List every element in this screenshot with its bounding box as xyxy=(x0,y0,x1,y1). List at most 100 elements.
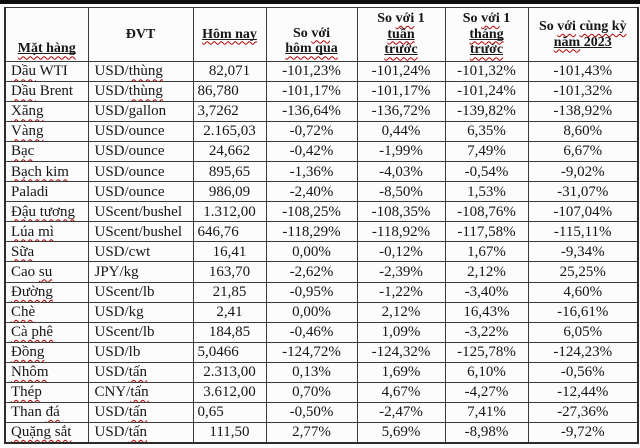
col-header-mat-hang: Mặt hàng xyxy=(4,7,89,62)
unit-cell: UScent/lb xyxy=(87,321,194,343)
today-price-cell: 1.312,00 xyxy=(192,201,267,223)
vs-week-cell: -1,99% xyxy=(356,141,446,163)
vs-month-cell: -139,82% xyxy=(444,101,529,123)
vs-yesterday-cell: -101,17% xyxy=(265,81,358,103)
vs-2023-cell: -9,72% xyxy=(527,421,639,444)
unit-cell: USD/cwt xyxy=(87,241,194,263)
vs-month-cell: -117,58% xyxy=(444,221,529,243)
vs-2023-cell: 6,05% xyxy=(527,321,639,343)
vs-yesterday-cell: -108,25% xyxy=(265,201,358,223)
col-header-so-voi-1-thang-truoc: So với 1 tháng trước xyxy=(444,7,529,62)
vs-yesterday-cell: -2,40% xyxy=(265,181,358,203)
unit-cell: USD/tấn xyxy=(87,361,194,383)
today-price-cell: 2.313,00 xyxy=(192,361,267,383)
vs-2023-cell: 4,60% xyxy=(527,281,639,303)
vs-month-cell: 16,43% xyxy=(444,301,529,323)
vs-2023-cell: -0,56% xyxy=(527,361,639,383)
unit-cell: UScent/bushel xyxy=(87,201,194,223)
vs-2023-cell: -9,34% xyxy=(527,241,639,263)
vs-month-cell: 2,12% xyxy=(444,261,529,283)
vs-2023-cell: -101,43% xyxy=(527,60,639,83)
vs-week-cell: 0,44% xyxy=(356,121,446,143)
vs-2023-cell: -107,04% xyxy=(527,201,639,223)
commodity-name-cell: Cà phê xyxy=(4,321,89,343)
commodity-name-cell: Nhôm xyxy=(4,361,89,383)
vs-month-cell: 6,35% xyxy=(444,121,529,143)
table-row: Chè USD/kg 2,41 0,00% 2,12% 16,43% -16,61% xyxy=(4,301,639,323)
vs-month-cell: 7,49% xyxy=(444,141,529,163)
vs-2023-cell: -101,32% xyxy=(527,81,639,103)
vs-2023-cell: -9,02% xyxy=(527,161,639,183)
unit-cell: USD/ounce xyxy=(87,121,194,143)
today-price-cell: 16,41 xyxy=(192,241,267,263)
vs-yesterday-cell: 0,13% xyxy=(265,361,358,383)
commodity-name-cell: Xăng xyxy=(4,101,89,123)
table-row: Đường UScent/lb 21,85 -0,95% -1,22% -3,40% 4,6… xyxy=(4,281,639,303)
today-price-cell: 3.612,00 xyxy=(192,381,267,403)
vs-month-cell: -125,78% xyxy=(444,341,529,363)
vs-month-cell: -3,22% xyxy=(444,321,529,343)
today-price-cell: 24,662 xyxy=(192,141,267,163)
vs-yesterday-cell: -0,95% xyxy=(265,281,358,303)
unit-cell: USD/ounce xyxy=(87,141,194,163)
commodity-name-cell: Than đá xyxy=(4,401,89,423)
table-row: Quặng sắt USD/tấn 111,50 2,77% 5,69% -8,98% -9… xyxy=(4,421,639,444)
commodity-name-cell: Paladi xyxy=(4,181,89,203)
vs-2023-cell: -16,61% xyxy=(527,301,639,323)
vs-month-cell: 6,10% xyxy=(444,361,529,383)
vs-yesterday-cell: 0,00% xyxy=(265,301,358,323)
vs-yesterday-cell: -0,46% xyxy=(265,321,358,343)
table-body: Dầu WTI USD/thùng 82,071 -101,23% -101,24% -1… xyxy=(4,60,639,444)
today-price-cell: 82,071 xyxy=(192,60,267,83)
vs-month-cell: 7,41% xyxy=(444,401,529,423)
unit-cell: USD/lb xyxy=(87,341,194,363)
unit-cell: USD/tấn xyxy=(87,421,194,444)
vs-week-cell: 1,69% xyxy=(356,361,446,383)
vs-2023-cell: -115,11% xyxy=(527,221,639,243)
table-row: Đồng USD/lb 5,0466 -124,72% -124,32% -125,78%… xyxy=(4,341,639,363)
vs-month-cell: 1,67% xyxy=(444,241,529,263)
table-row: Đậu tương UScent/bushel 1.312,00 -108,25% -1… xyxy=(4,201,639,223)
commodity-name-cell: Sữa xyxy=(4,241,89,263)
table-row: Cà phê UScent/lb 184,85 -0,46% 1,09% -3,22% 6,… xyxy=(4,321,639,343)
vs-week-cell: -4,03% xyxy=(356,161,446,183)
vs-2023-cell: -12,44% xyxy=(527,381,639,403)
commodity-name-cell: Dầu WTI xyxy=(4,60,89,83)
vs-month-cell: -101,32% xyxy=(444,60,529,83)
vs-yesterday-cell: -124,72% xyxy=(265,341,358,363)
vs-2023-cell: 6,67% xyxy=(527,141,639,163)
today-price-cell: 5,0466 xyxy=(192,341,267,363)
today-price-cell: 2,41 xyxy=(192,301,267,323)
vs-week-cell: -124,32% xyxy=(356,341,446,363)
commodity-name-cell: Chè xyxy=(4,301,89,323)
vs-week-cell: -108,35% xyxy=(356,201,446,223)
vs-week-cell: 5,69% xyxy=(356,421,446,444)
vs-yesterday-cell: -101,23% xyxy=(265,60,358,83)
today-price-cell: 184,85 xyxy=(192,321,267,343)
vs-week-cell: -1,22% xyxy=(356,281,446,303)
commodity-name-cell: Bạc xyxy=(4,141,89,163)
vs-yesterday-cell: 0,00% xyxy=(265,241,358,263)
vs-month-cell: -3,40% xyxy=(444,281,529,303)
commodity-name-cell: Vàng xyxy=(4,121,89,143)
table-row: Dầu Brent USD/thùng 86,780 -101,17% -101,17%… xyxy=(4,81,639,103)
today-price-cell: 646,76 xyxy=(192,221,267,243)
vs-month-cell: -101,24% xyxy=(444,81,529,103)
vs-month-cell: 1,53% xyxy=(444,181,529,203)
unit-cell: USD/ounce xyxy=(87,181,194,203)
vs-week-cell: -2,47% xyxy=(356,401,446,423)
col-header-hom-nay: Hôm nay xyxy=(192,7,267,62)
commodity-name-cell: Đồng xyxy=(4,341,89,363)
table-row: Dầu WTI USD/thùng 82,071 -101,23% -101,24% -1… xyxy=(4,60,639,83)
table-row: Bạch kim USD/ounce 895,65 -1,36% -4,03% -0,54… xyxy=(4,161,639,183)
vs-yesterday-cell: -2,62% xyxy=(265,261,358,283)
vs-yesterday-cell: -118,29% xyxy=(265,221,358,243)
col-header-dvt: ĐVT xyxy=(87,7,194,62)
table-row: Paladi USD/ounce 986,09 -2,40% -8,50% 1,53% -3… xyxy=(4,181,639,203)
vs-week-cell: -101,17% xyxy=(356,81,446,103)
commodity-name-cell: Cao su xyxy=(4,261,89,283)
unit-cell: USD/ounce xyxy=(87,161,194,183)
